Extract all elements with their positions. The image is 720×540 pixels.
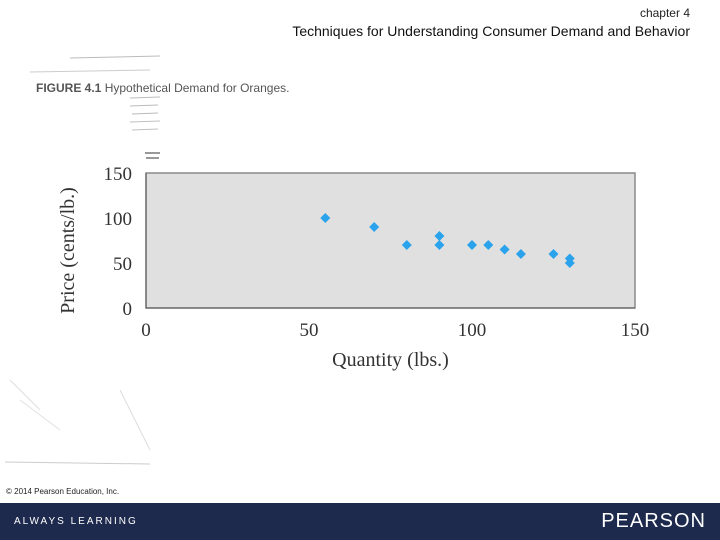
y-tick-label: 0 xyxy=(123,299,133,320)
figure-caption-text: Hypothetical Demand for Oranges. xyxy=(104,81,290,95)
scan-artifacts xyxy=(4,55,161,465)
slide-title: Techniques for Understanding Consumer De… xyxy=(292,23,690,39)
y-axis-ticks: 0 50 100 150 xyxy=(104,164,133,320)
copyright: © 2014 Pearson Education, Inc. xyxy=(6,487,120,496)
data-point xyxy=(434,240,445,250)
footer-bar: ALWAYS LEARNING PEARSON xyxy=(0,503,720,540)
x-tick-label: 100 xyxy=(458,320,487,341)
data-point xyxy=(483,240,494,250)
x-axis-ticks: 0 50 100 150 xyxy=(141,320,649,341)
footer-tagline: ALWAYS LEARNING xyxy=(14,516,138,527)
x-tick-label: 50 xyxy=(300,320,319,341)
plot-area xyxy=(145,172,636,309)
y-tick-label: 100 xyxy=(104,209,133,230)
data-point xyxy=(434,231,445,241)
y-tick-label: 50 xyxy=(113,254,132,275)
x-tick-label: 0 xyxy=(141,320,151,341)
data-point xyxy=(320,213,331,223)
data-point xyxy=(564,258,575,268)
data-point xyxy=(401,240,412,250)
data-point xyxy=(548,249,559,259)
data-point xyxy=(369,222,380,232)
data-point xyxy=(499,244,510,255)
figure-label: FIGURE 4.1 xyxy=(36,81,102,95)
scatter-chart: 0 50 100 150 0 50 100 150 Quantity (lbs.) Pric… xyxy=(57,164,649,371)
data-points xyxy=(320,213,575,268)
figure-caption: FIGURE 4.1 Hypothetical Demand for Orang… xyxy=(36,81,289,95)
x-tick-label: 150 xyxy=(621,320,650,341)
y-axis-label: Price (cents/lb.) xyxy=(57,187,79,314)
y-tick-label: 150 xyxy=(104,164,133,185)
chapter-label: chapter 4 xyxy=(639,6,690,20)
data-point xyxy=(467,240,477,250)
x-axis-label: Quantity (lbs.) xyxy=(332,349,449,371)
data-point xyxy=(515,249,526,259)
pearson-logo: PEARSON xyxy=(601,510,706,532)
